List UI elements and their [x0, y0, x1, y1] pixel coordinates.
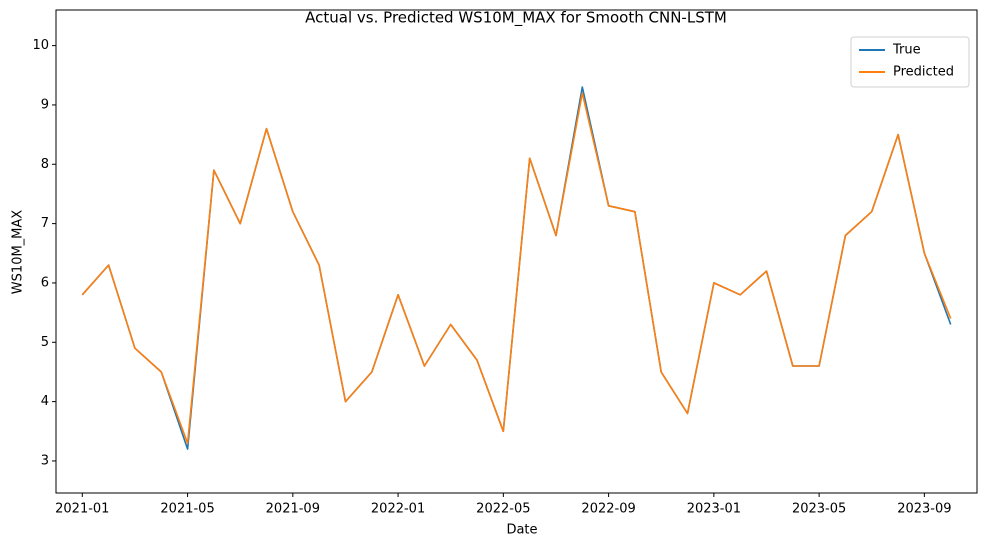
x-tick-label: 2021-05 — [160, 502, 214, 517]
series-line — [81, 92, 952, 444]
y-tick-label: 4 — [41, 394, 49, 409]
y-tick-label: 7 — [41, 216, 49, 231]
y-tick-label: 8 — [41, 157, 49, 172]
y-axis-label: WS10M_MAX — [11, 210, 26, 294]
y-tick-label: 3 — [41, 453, 49, 468]
y-tick-label: 10 — [32, 38, 49, 53]
x-tick-label: 2023-05 — [792, 502, 846, 517]
x-tick-label: 2023-09 — [897, 502, 951, 517]
y-tick-label: 5 — [41, 335, 49, 350]
y-tick-label: 6 — [41, 275, 49, 290]
x-axis-label: Date — [506, 523, 537, 538]
series-line — [81, 86, 952, 450]
x-tick-label: 2023-01 — [687, 502, 741, 517]
y-tick-label: 9 — [41, 97, 49, 112]
legend-label: True — [892, 43, 921, 58]
x-tick-label: 2021-09 — [266, 502, 320, 517]
chart-title: Actual vs. Predicted WS10M_MAX for Smoot… — [305, 9, 727, 28]
plot-frame — [55, 9, 978, 494]
x-tick-label: 2022-01 — [371, 502, 425, 517]
x-tick-label: 2021-01 — [55, 502, 109, 517]
legend: True Predicted — [850, 36, 970, 88]
legend-label: Predicted — [893, 65, 954, 80]
x-tick-label: 2022-09 — [581, 502, 635, 517]
x-tick-label: 2022-05 — [476, 502, 530, 517]
